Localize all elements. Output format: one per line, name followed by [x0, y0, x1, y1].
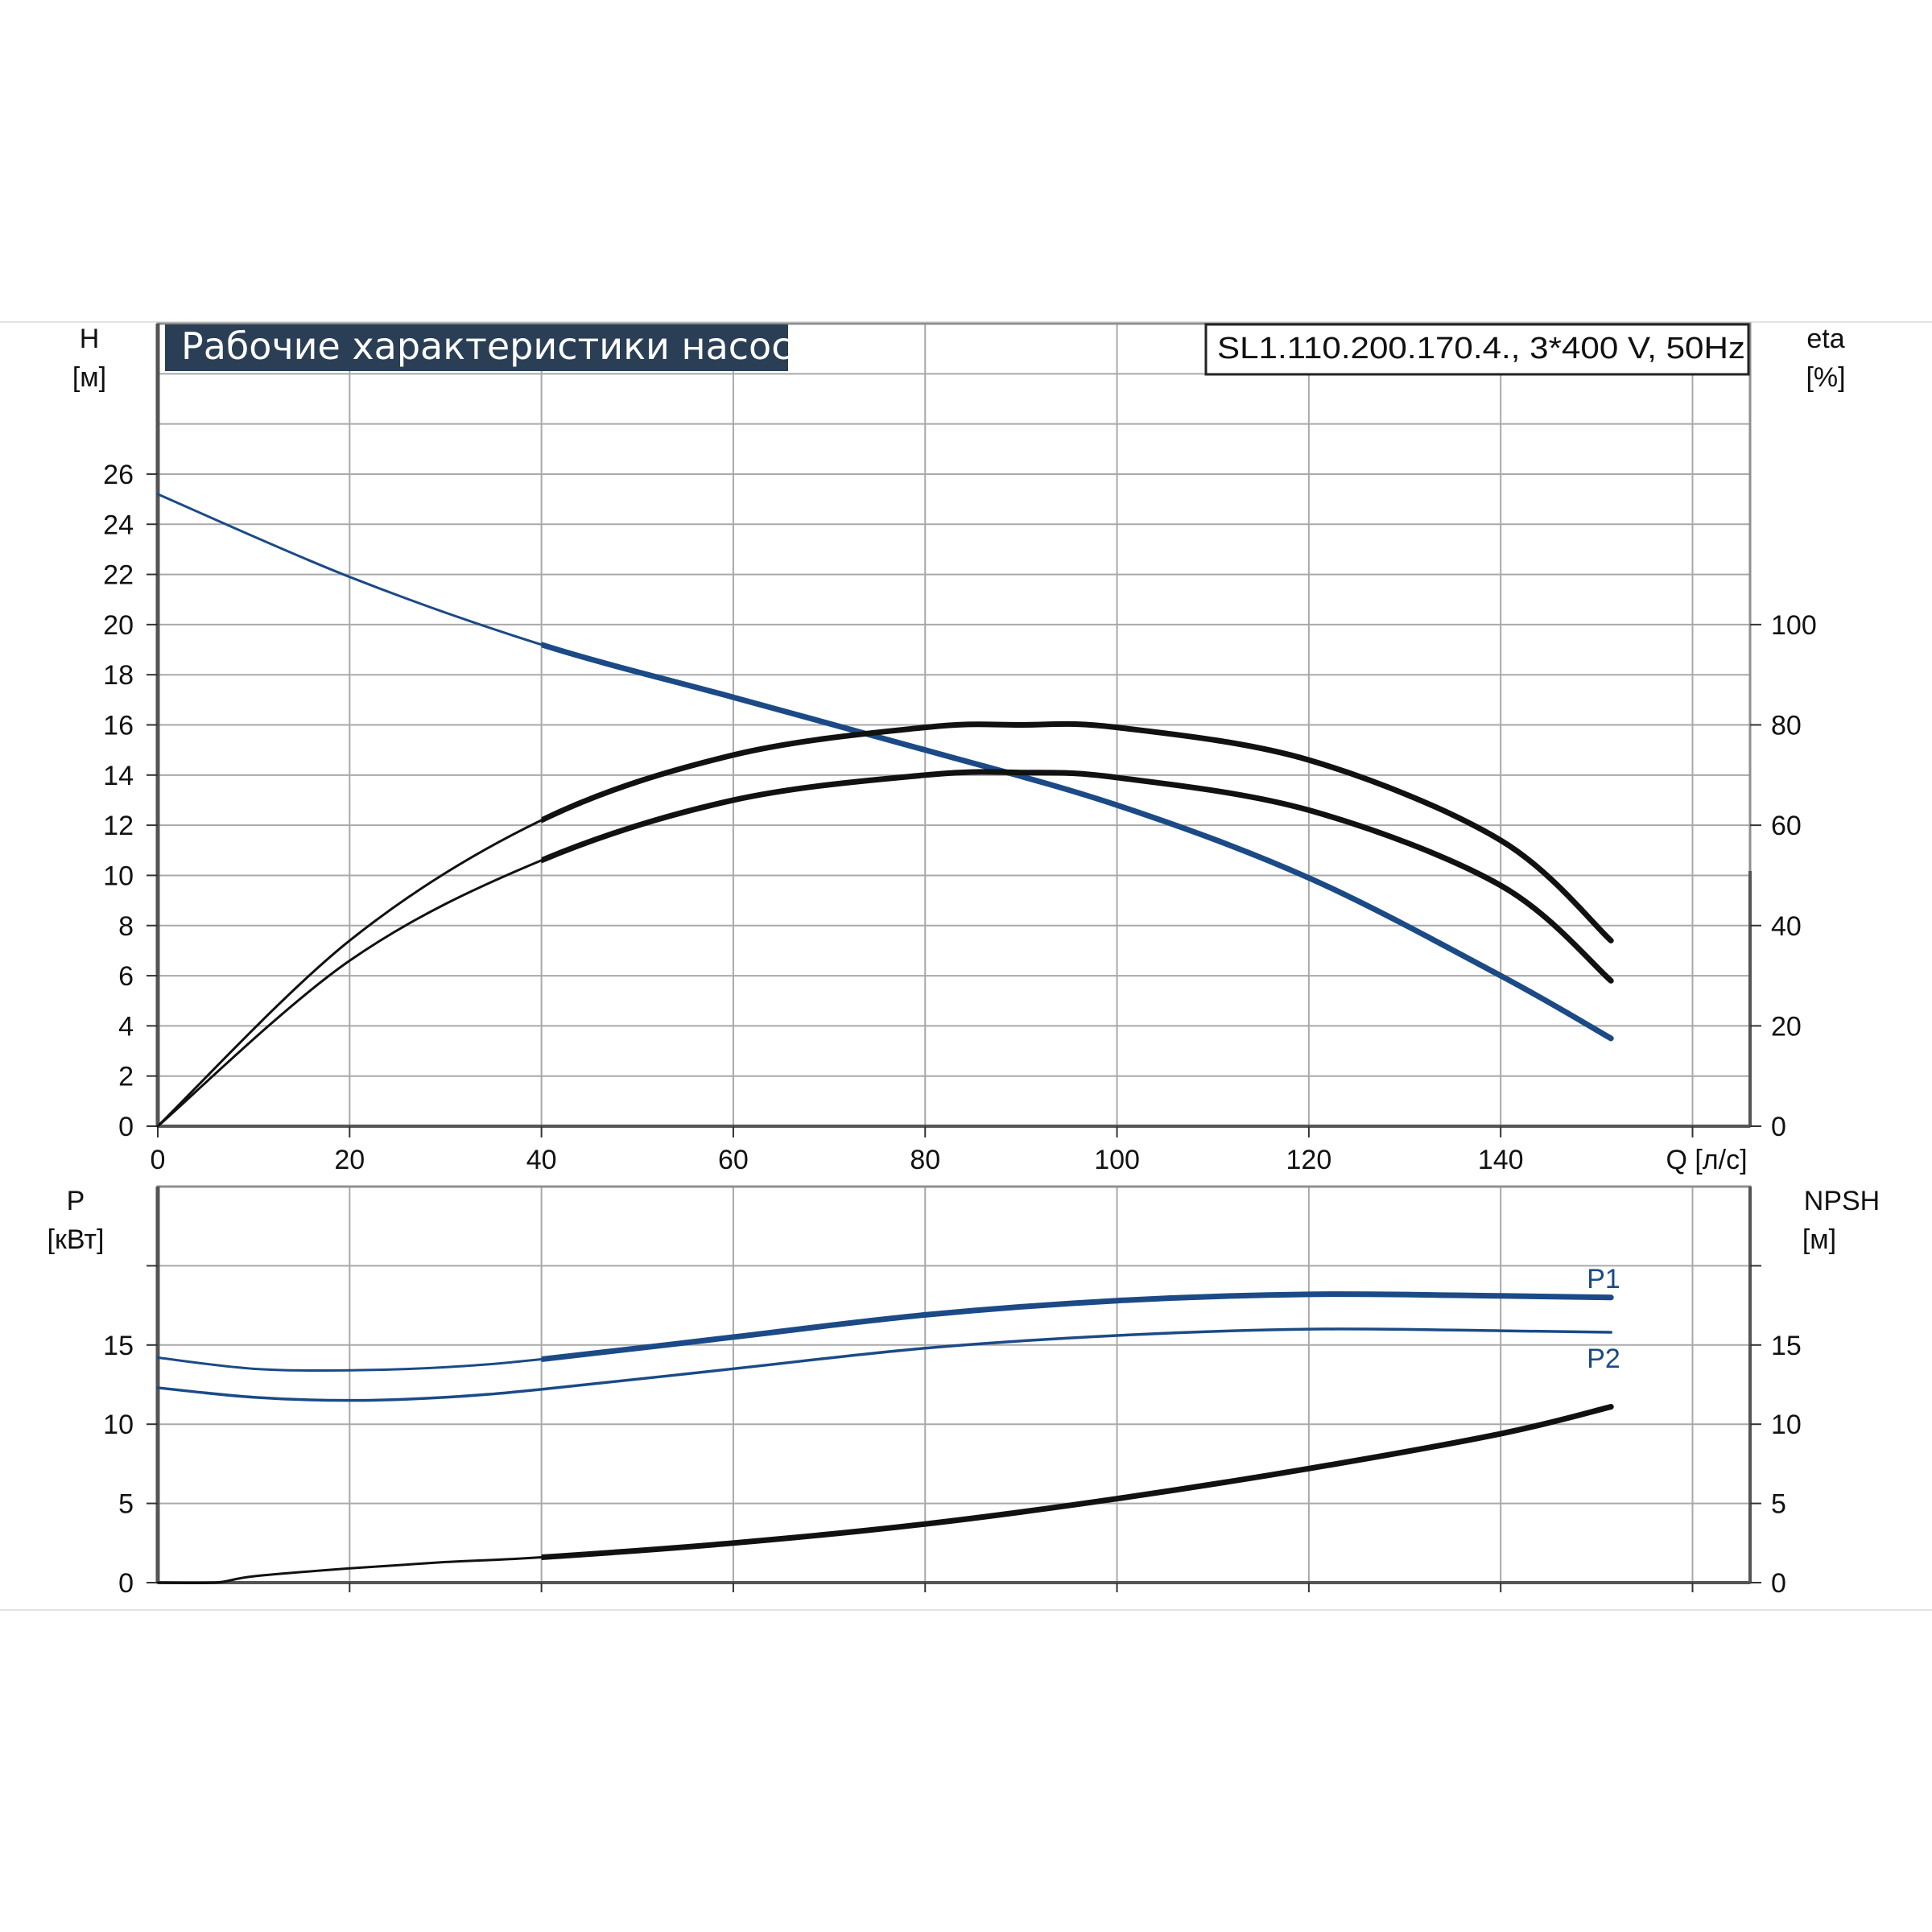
top-series-0-curve — [156, 493, 1612, 1040]
top-left-tick-label: 0 — [118, 1112, 134, 1142]
top-series-0-operating-range — [541, 642, 1614, 1042]
top-left-tick-label: 20 — [103, 610, 134, 641]
top-right-tick-label: 0 — [1771, 1112, 1786, 1142]
x-tick-label: 40 — [526, 1145, 557, 1175]
x-axis-title: Q [л/с] — [1666, 1145, 1747, 1175]
bottom-right-tick-label: 5 — [1771, 1489, 1786, 1520]
x-tick-label: 80 — [910, 1145, 940, 1175]
model-box — [1204, 323, 1750, 376]
title-banner — [165, 324, 788, 371]
top-left-tick-label: 10 — [103, 861, 134, 891]
bottom-right-tick-label: 15 — [1771, 1331, 1802, 1361]
bottom-series-1-curve — [156, 1327, 1612, 1402]
bottom-left-axis-title-line2: [кВт] — [47, 1224, 105, 1255]
bottom-left-tick-label: 10 — [103, 1410, 134, 1440]
bottom-right-axis-title-line2: [м] — [1802, 1224, 1836, 1255]
top-series-2-operating-range — [541, 769, 1614, 984]
top-left-tick-label: 16 — [103, 711, 134, 741]
bottom-series-2-operating-range — [541, 1404, 1614, 1561]
top-right-tick-label: 100 — [1771, 610, 1817, 641]
bottom-right-tick-label: 10 — [1771, 1410, 1802, 1440]
bottom-left-axis-title-line1: P — [67, 1186, 85, 1216]
x-tick-label: 100 — [1094, 1145, 1140, 1175]
model-label: SL1.110.200.170.4., 3*400 V, 50Hz — [1217, 332, 1745, 365]
bottom-panel-grid — [158, 1187, 1750, 1583]
top-left-axis-title-line2: [м] — [72, 362, 106, 393]
top-left-axis-title-line1: H — [80, 324, 100, 354]
top-right-axis-title-line1: eta — [1806, 324, 1844, 354]
bottom-series-0-operating-range — [541, 1291, 1614, 1363]
bottom-left-tick-label: 0 — [118, 1568, 134, 1599]
top-right-axis-title-line2: [%] — [1806, 362, 1845, 393]
top-right-tick-label: 60 — [1771, 811, 1802, 841]
top-series-1-operating-range — [541, 720, 1614, 943]
x-tick-label: 20 — [334, 1145, 365, 1175]
x-tick-label: 0 — [151, 1145, 166, 1175]
bottom-left-tick-label: 5 — [118, 1489, 134, 1520]
top-left-tick-label: 8 — [118, 911, 134, 942]
top-right-tick-label: 20 — [1771, 1011, 1802, 1042]
bottom-right-axis-title-line1: NPSH — [1804, 1186, 1880, 1216]
top-left-tick-label: 22 — [103, 560, 134, 591]
bottom-series-0-curve — [156, 1293, 1612, 1373]
x-tick-label: 140 — [1478, 1145, 1524, 1175]
series-label-p1: P1 — [1587, 1264, 1620, 1294]
top-left-tick-label: 12 — [103, 811, 134, 841]
series-curves — [156, 493, 1614, 1585]
top-left-tick-label: 4 — [118, 1011, 134, 1042]
x-tick-label: 120 — [1286, 1145, 1332, 1175]
top-left-tick-label: 6 — [118, 961, 134, 992]
top-left-tick-label: 14 — [103, 761, 134, 791]
top-left-tick-label: 26 — [103, 460, 134, 490]
chart-title: Рабочие характеристики насоса — [181, 324, 815, 368]
bottom-left-tick-label: 15 — [103, 1331, 134, 1361]
x-tick-label: 60 — [718, 1145, 749, 1175]
series-label-p2: P2 — [1587, 1344, 1620, 1374]
top-left-tick-label: 2 — [118, 1062, 134, 1092]
bottom-series-2-curve — [156, 1406, 1612, 1585]
top-left-tick-label: 24 — [103, 510, 134, 540]
bottom-right-tick-label: 0 — [1771, 1568, 1786, 1599]
top-left-tick-label: 18 — [103, 660, 134, 691]
top-right-tick-label: 40 — [1771, 911, 1802, 942]
top-right-tick-label: 80 — [1771, 711, 1802, 741]
